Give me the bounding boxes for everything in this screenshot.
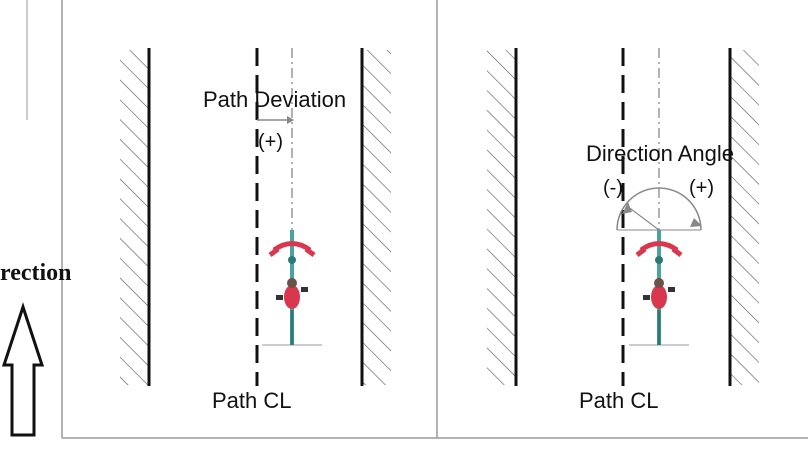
left-wall-hatch [120, 50, 148, 385]
deviation-arrowhead [287, 116, 294, 124]
bicycle-icon [637, 230, 681, 345]
angle-negative-sign: (-) [603, 177, 623, 199]
angle-arrowhead-negative [622, 202, 632, 214]
path-cl-label-left: Path CL [212, 388, 292, 413]
left-panel [120, 48, 391, 386]
right-wall-hatch [731, 50, 759, 385]
direction-label: rection [0, 260, 72, 286]
path-deviation-label: Path Deviation [203, 87, 347, 112]
travel-direction-arrow [1, 302, 45, 437]
angle-arrowhead-positive [690, 218, 702, 227]
direction-angle-arc [616, 187, 702, 231]
angle-ray [626, 205, 660, 231]
bicycle-icon [270, 230, 314, 345]
direction-angle-label: Direction Angle [586, 141, 734, 166]
right-panel [487, 48, 759, 386]
deviation-sign: (+) [258, 131, 283, 153]
angle-positive-sign: (+) [689, 177, 714, 199]
left-wall-hatch [487, 50, 515, 385]
right-wall-hatch [363, 50, 391, 385]
path-cl-label-right: Path CL [579, 388, 659, 413]
